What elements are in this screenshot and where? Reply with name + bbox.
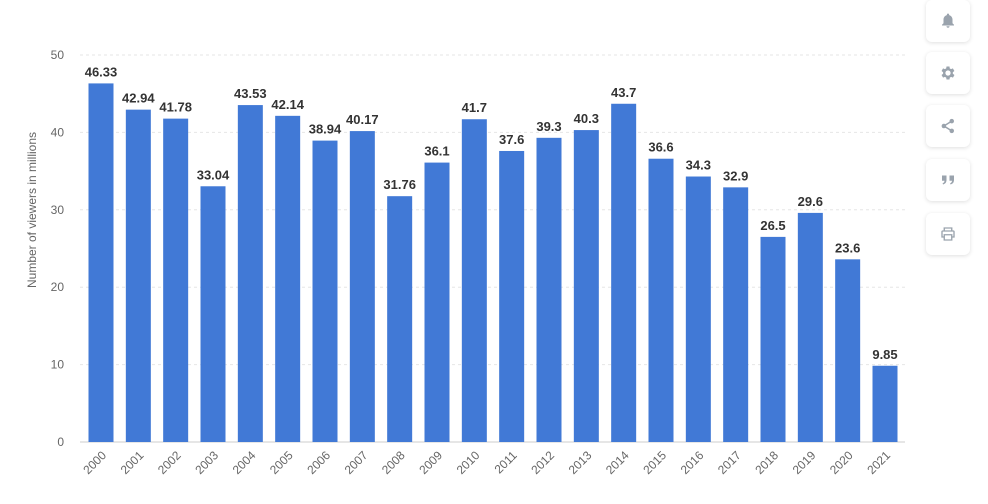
y-tick-label: 30 bbox=[51, 203, 65, 217]
data-label: 36.6 bbox=[648, 140, 673, 155]
x-axis-ticks: 2000 2001 2002 2003 2004 2005 2006 2007 2008 2009… bbox=[80, 448, 893, 477]
x-tick-label: 2012 bbox=[528, 448, 557, 477]
bar[interactable] bbox=[461, 119, 487, 442]
data-label: 38.94 bbox=[309, 122, 342, 137]
x-tick-label: 2010 bbox=[454, 448, 483, 477]
y-tick-label: 10 bbox=[51, 358, 65, 372]
x-tick-label: 2007 bbox=[342, 448, 371, 477]
y-tick-label: 20 bbox=[51, 280, 65, 294]
bar[interactable] bbox=[163, 118, 189, 442]
bar[interactable] bbox=[349, 131, 375, 442]
bar[interactable] bbox=[685, 176, 711, 442]
bars bbox=[88, 83, 898, 443]
data-label: 34.3 bbox=[686, 158, 711, 173]
y-tick-label: 50 bbox=[51, 48, 65, 62]
x-tick-label: 2002 bbox=[155, 448, 184, 477]
share-icon bbox=[941, 118, 954, 134]
bar[interactable] bbox=[536, 137, 562, 442]
bell-icon bbox=[942, 13, 954, 28]
bar-chart: 0 10 20 30 40 50 2000 2001 2002 2003 2004 2005 2006… bbox=[25, 48, 905, 477]
data-label: 33.04 bbox=[197, 167, 230, 182]
x-tick-label: 2021 bbox=[864, 448, 893, 477]
bar[interactable] bbox=[835, 259, 861, 442]
x-tick-label: 2019 bbox=[790, 448, 819, 477]
bar[interactable] bbox=[499, 150, 525, 442]
x-tick-label: 2014 bbox=[603, 448, 632, 477]
bar[interactable] bbox=[275, 115, 301, 443]
x-tick-label: 2008 bbox=[379, 448, 408, 477]
data-label: 32.9 bbox=[723, 168, 748, 183]
bar[interactable] bbox=[611, 103, 637, 443]
gear-icon bbox=[941, 66, 955, 80]
settings-button[interactable] bbox=[926, 52, 970, 94]
x-tick-label: 2006 bbox=[304, 448, 333, 477]
data-label: 36.1 bbox=[424, 144, 449, 159]
x-tick-label: 2000 bbox=[80, 448, 109, 477]
print-button[interactable] bbox=[926, 213, 970, 255]
bar[interactable] bbox=[125, 109, 151, 442]
data-label: 40.17 bbox=[346, 112, 379, 127]
bar[interactable] bbox=[723, 187, 749, 442]
data-label: 23.6 bbox=[835, 240, 860, 255]
data-label: 40.3 bbox=[574, 111, 599, 126]
x-tick-label: 2011 bbox=[492, 448, 520, 476]
x-tick-label: 2013 bbox=[566, 448, 595, 477]
bar[interactable] bbox=[872, 365, 898, 442]
bar[interactable] bbox=[573, 130, 599, 442]
data-label: 26.5 bbox=[760, 218, 785, 233]
data-label: 42.14 bbox=[271, 97, 304, 112]
data-label: 9.85 bbox=[872, 347, 897, 362]
data-label: 43.53 bbox=[234, 86, 267, 101]
data-label: 41.78 bbox=[159, 100, 192, 115]
bar[interactable] bbox=[797, 212, 823, 442]
bar[interactable] bbox=[312, 140, 338, 442]
chart-area: 0 10 20 30 40 50 2000 2001 2002 2003 2004 2005 2006… bbox=[25, 48, 905, 477]
print-icon bbox=[941, 227, 955, 241]
bar[interactable] bbox=[88, 83, 114, 443]
data-label: 46.33 bbox=[85, 64, 118, 79]
data-label: 39.3 bbox=[536, 119, 561, 134]
data-label: 43.7 bbox=[611, 85, 636, 100]
x-tick-label: 2018 bbox=[752, 448, 781, 477]
y-axis-ticks: 0 10 20 30 40 50 bbox=[51, 48, 65, 449]
x-tick-label: 2005 bbox=[267, 448, 296, 477]
x-tick-label: 2015 bbox=[640, 448, 669, 477]
x-tick-label: 2001 bbox=[118, 448, 147, 477]
quote-icon bbox=[942, 175, 954, 185]
bar[interactable] bbox=[200, 186, 226, 442]
share-button[interactable] bbox=[926, 105, 970, 147]
notification-button[interactable] bbox=[926, 0, 970, 42]
data-label: 37.6 bbox=[499, 132, 524, 147]
bar[interactable] bbox=[760, 236, 786, 442]
data-labels: 46.33 42.94 41.78 33.04 43.53 42.14 38.94 40.17… bbox=[85, 64, 898, 361]
data-label: 29.6 bbox=[798, 194, 823, 209]
cite-button[interactable] bbox=[926, 159, 970, 201]
x-tick-label: 2020 bbox=[827, 448, 856, 477]
y-tick-label: 0 bbox=[57, 435, 64, 449]
data-label: 42.94 bbox=[122, 91, 155, 106]
x-tick-label: 2003 bbox=[192, 448, 221, 477]
x-tick-label: 2016 bbox=[678, 448, 707, 477]
bar[interactable] bbox=[648, 158, 674, 442]
x-tick-label: 2009 bbox=[416, 448, 445, 477]
data-label: 41.7 bbox=[462, 100, 487, 115]
bar[interactable] bbox=[237, 105, 263, 443]
y-axis-title: Number of viewers in millions bbox=[25, 132, 39, 288]
y-tick-label: 40 bbox=[51, 125, 65, 139]
data-label: 31.76 bbox=[383, 177, 416, 192]
bar[interactable] bbox=[387, 196, 413, 442]
bar[interactable] bbox=[424, 162, 450, 442]
x-tick-label: 2004 bbox=[230, 448, 259, 477]
x-tick-label: 2017 bbox=[715, 448, 744, 477]
